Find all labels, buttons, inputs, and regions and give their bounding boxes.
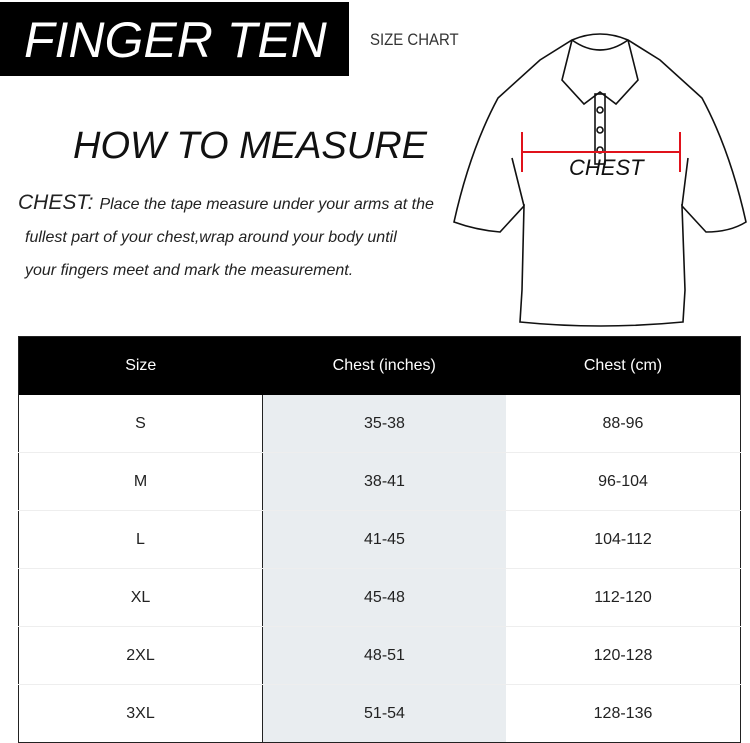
instruction-line-3: your fingers meet and mark the measureme… bbox=[25, 262, 354, 279]
size-cell: 2XL bbox=[18, 626, 263, 685]
chest-cm-cell: 96-104 bbox=[506, 452, 741, 511]
table-row: S 35-38 88-96 bbox=[18, 395, 741, 453]
chest-inches-cell: 41-45 bbox=[262, 510, 506, 569]
chest-inches-cell: 51-54 bbox=[262, 684, 506, 743]
chest-instruction-label: CHEST: bbox=[18, 191, 94, 214]
header-chest-inches: Chest (inches) bbox=[262, 336, 506, 395]
brand-logo: FINGER TEN bbox=[0, 2, 349, 76]
brand-name: FINGER TEN bbox=[24, 12, 327, 68]
table-header-row: Size Chest (inches) Chest (cm) bbox=[18, 336, 741, 395]
size-chart-label: SIZE CHART bbox=[370, 30, 459, 49]
chest-inches-cell: 45-48 bbox=[262, 568, 506, 627]
polo-shirt-diagram bbox=[453, 33, 747, 327]
size-table: Size Chest (inches) Chest (cm) S 35-38 88-… bbox=[18, 336, 741, 743]
size-cell: L bbox=[18, 510, 263, 569]
chest-cm-cell: 104-112 bbox=[506, 510, 741, 569]
chest-diagram-label: CHEST bbox=[569, 155, 644, 180]
size-cell: XL bbox=[18, 568, 263, 627]
chest-cm-cell: 112-120 bbox=[506, 568, 741, 627]
size-cell: S bbox=[18, 395, 263, 453]
chest-inches-cell: 38-41 bbox=[262, 452, 506, 511]
instruction-line-1: Place the tape measure under your arms a… bbox=[99, 196, 434, 213]
size-cell: 3XL bbox=[18, 684, 263, 743]
table-row: 2XL 48-51 120-128 bbox=[18, 626, 741, 685]
how-to-measure-heading: HOW TO MEASURE bbox=[73, 125, 427, 167]
chest-cm-cell: 120-128 bbox=[506, 626, 741, 685]
chest-inches-cell: 35-38 bbox=[262, 395, 506, 453]
chest-instructions: CHEST: Place the tape measure under your … bbox=[18, 186, 498, 287]
table-row: 3XL 51-54 128-136 bbox=[18, 684, 741, 743]
header-size: Size bbox=[18, 336, 263, 395]
chest-cm-cell: 88-96 bbox=[506, 395, 741, 453]
header-chest-cm: Chest (cm) bbox=[506, 336, 741, 395]
chest-measure-line bbox=[521, 132, 681, 172]
table-row: XL 45-48 112-120 bbox=[18, 568, 741, 627]
instruction-line-2: fullest part of your chest,wrap around y… bbox=[25, 229, 397, 246]
table-row: M 38-41 96-104 bbox=[18, 452, 741, 511]
chest-inches-cell: 48-51 bbox=[262, 626, 506, 685]
table-row: L 41-45 104-112 bbox=[18, 510, 741, 569]
chest-cm-cell: 128-136 bbox=[593, 704, 653, 722]
size-cell: M bbox=[18, 452, 263, 511]
